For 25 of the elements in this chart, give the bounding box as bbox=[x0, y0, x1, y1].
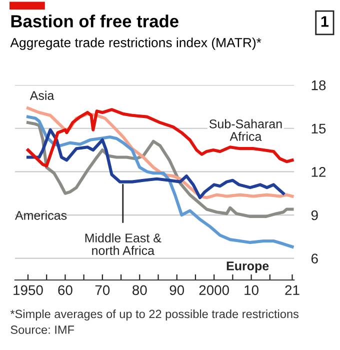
series-label: Americas bbox=[14, 210, 67, 220]
text: *Simple averages of up to 22 possible trade restrictions bbox=[10, 309, 299, 321]
series-label: Asia bbox=[30, 90, 54, 100]
x-tick-label: 80 bbox=[132, 285, 147, 296]
y-tick-label: 6 bbox=[311, 254, 318, 264]
chart-title: Bastion of free trade bbox=[11, 14, 178, 28]
line-series bbox=[26, 108, 294, 168]
y-tick-label: 18 bbox=[312, 80, 326, 90]
y-tick-label: 12 bbox=[312, 167, 326, 177]
series-label: Sub-Saharan Africa bbox=[209, 119, 282, 141]
y-tick-label: 9 bbox=[311, 210, 318, 220]
text: 1 bbox=[321, 16, 329, 27]
x-tick-label: 2000 bbox=[199, 285, 229, 296]
x-tick-label: 90 bbox=[170, 285, 184, 296]
x-tick-label: 10 bbox=[244, 285, 258, 296]
x-tick-label: 60 bbox=[58, 285, 72, 296]
source-note: Source: IMF bbox=[10, 326, 74, 334]
x-tick-label: 21 bbox=[285, 285, 300, 295]
text: Middle East & north Africa bbox=[85, 233, 162, 255]
x-tick-label: 70 bbox=[95, 285, 110, 296]
line-series bbox=[26, 128, 285, 200]
chart-subtitle: Aggregate trade restrictions index (MATR)* bbox=[10, 38, 262, 50]
x-tick-label: 1950 bbox=[14, 285, 43, 296]
y-tick-label: 15 bbox=[312, 124, 326, 134]
series-label: Europe bbox=[226, 262, 269, 273]
